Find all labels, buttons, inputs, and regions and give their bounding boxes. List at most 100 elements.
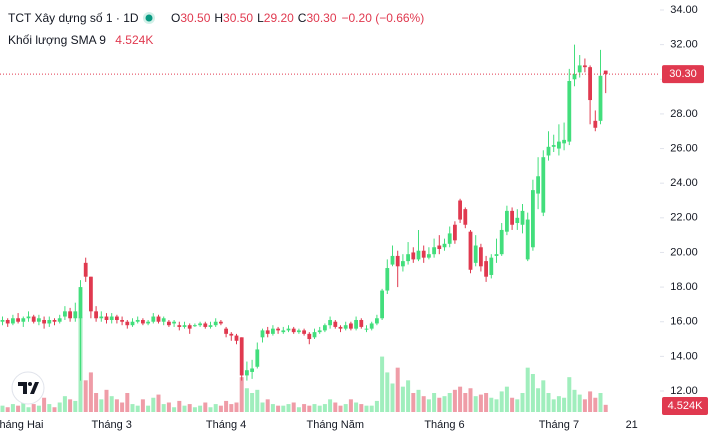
volume-bar <box>343 404 348 412</box>
y-tick-label: 20.00 <box>670 246 698 258</box>
candle-body <box>546 146 551 156</box>
volume-bar <box>68 399 73 412</box>
volume-bar <box>395 367 400 412</box>
candle-body <box>432 247 436 255</box>
candle-body <box>562 139 566 144</box>
volume-bar <box>400 386 405 412</box>
volume-bar <box>572 389 577 412</box>
volume-bar <box>567 377 572 412</box>
candle-body <box>427 254 431 258</box>
candle-body <box>525 219 530 260</box>
volume-bar <box>161 404 166 412</box>
volume-bar <box>218 405 223 412</box>
candle-body <box>193 325 197 327</box>
volume-bar <box>234 402 239 412</box>
volume-bar <box>57 402 62 412</box>
candle-body <box>442 243 447 248</box>
candle-body <box>406 254 410 262</box>
volume-bar <box>348 399 353 412</box>
y-tick-label: 14.00 <box>670 350 698 362</box>
candle-body <box>349 323 353 329</box>
ohlc-key: H <box>214 11 223 25</box>
candle-body <box>219 321 223 324</box>
volume-legend: Khối lượng SMA 9 4.524K <box>8 33 153 47</box>
volume-bar <box>125 393 130 412</box>
volume-bar <box>26 407 31 412</box>
volume-bar <box>426 399 431 412</box>
volume-bar <box>478 394 483 412</box>
candle-body <box>473 245 478 263</box>
candle-body <box>484 261 488 277</box>
x-tick-label: Tháng 7 <box>539 419 579 431</box>
candle-body <box>63 311 67 317</box>
volume-bar <box>447 393 452 412</box>
candle-body <box>255 349 260 367</box>
volume-bar <box>224 400 229 412</box>
candle-body <box>317 330 322 333</box>
candle-body <box>156 316 161 322</box>
candle-body <box>0 319 5 322</box>
volume-bar <box>94 393 99 412</box>
status-dot <box>145 14 153 22</box>
candle-body <box>167 321 171 326</box>
volume-bar <box>198 405 203 412</box>
volume-bar <box>416 389 421 412</box>
candle-body <box>42 319 46 324</box>
volume-bar <box>187 404 192 412</box>
volume-bar <box>302 404 307 412</box>
candle-body <box>109 316 114 320</box>
volume-bar <box>328 399 333 412</box>
candle-body <box>94 311 98 319</box>
y-tick-label: 12.00 <box>670 385 698 397</box>
ohlc-value: 30.50 <box>223 11 253 25</box>
candle-body <box>416 250 421 260</box>
candle-body <box>333 321 338 327</box>
candle-body <box>47 319 52 324</box>
candle-body <box>447 233 452 244</box>
volume-bar <box>99 399 104 412</box>
y-tick-label: 24.00 <box>670 177 698 189</box>
candle-body <box>115 316 119 320</box>
symbol-title: TCT Xây dựng số 1 · 1D <box>8 11 139 25</box>
volume-bar <box>146 405 151 412</box>
volume-bar <box>598 393 603 412</box>
candle-body <box>338 326 343 329</box>
volume-bar <box>208 407 213 412</box>
candle-body <box>21 318 26 322</box>
y-tick-label: 22.00 <box>670 212 698 224</box>
volume-bar <box>551 399 556 412</box>
volume-bar <box>582 399 587 412</box>
candle-body <box>515 217 520 224</box>
volume-bar <box>296 407 301 412</box>
last-price-badge <box>662 65 704 84</box>
ohlc-key: L <box>257 11 264 25</box>
volume-bar <box>374 400 379 412</box>
volume-bar <box>546 393 551 412</box>
volume-bar <box>489 397 494 412</box>
candle-body <box>468 231 473 270</box>
candle-body <box>603 70 608 75</box>
candle-body <box>291 328 296 333</box>
volume-legend-label: Khối lượng SMA 9 <box>8 33 106 47</box>
candle-body <box>390 255 395 265</box>
candle-body <box>375 318 379 324</box>
candle-body <box>463 209 468 225</box>
candle-body <box>245 370 249 376</box>
volume-bar <box>229 404 234 412</box>
x-tick-label: Tháng Hai <box>0 419 43 431</box>
candle-body <box>146 321 150 324</box>
volume-bar <box>484 393 489 412</box>
x-tick-label: Tháng 6 <box>424 419 464 431</box>
volume-bar <box>104 389 109 412</box>
volume-legend-value: 4.524K <box>115 33 153 47</box>
volume-bar <box>603 404 608 412</box>
candle-body <box>302 330 306 334</box>
volume-bar <box>276 405 281 412</box>
volume-bar <box>312 404 317 412</box>
candle-body <box>281 330 286 333</box>
candle-body <box>343 325 348 329</box>
candle-body <box>276 328 280 331</box>
last-price-label: 30.30 <box>669 68 697 80</box>
candle-body <box>187 325 192 329</box>
